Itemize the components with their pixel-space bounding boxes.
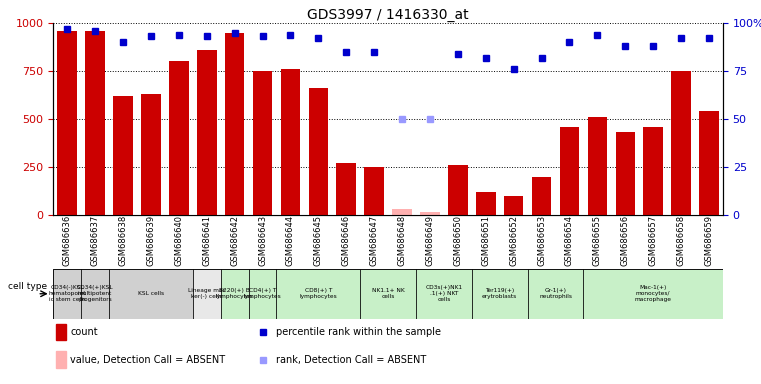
Text: CD34(+)KSL
multipotent
progenitors: CD34(+)KSL multipotent progenitors (77, 285, 113, 302)
Bar (643, 127, 663, 215)
Text: GSM686654: GSM686654 (565, 215, 574, 266)
Text: CD3s(+)NK1
.1(+) NKT
cells: CD3s(+)NK1 .1(+) NKT cells (425, 285, 463, 302)
FancyBboxPatch shape (81, 269, 109, 319)
Text: Mac-1(+)
monocytes/
macrophage: Mac-1(+) monocytes/ macrophage (635, 285, 672, 302)
Bar (309, 88, 328, 215)
Bar (56, 351, 65, 368)
FancyBboxPatch shape (416, 269, 472, 319)
Bar (58, 31, 77, 215)
Text: GSM686656: GSM686656 (621, 215, 630, 266)
Text: CD34(-)KSL
hematopoiet
ic stem cells: CD34(-)KSL hematopoiet ic stem cells (49, 285, 86, 302)
Text: GSM686655: GSM686655 (593, 215, 602, 266)
Text: GSM686658: GSM686658 (677, 215, 686, 266)
FancyBboxPatch shape (527, 269, 584, 319)
Bar (559, 127, 579, 215)
Text: NK1.1+ NK
cells: NK1.1+ NK cells (371, 288, 405, 299)
Text: CD4(+) T
lymphocytes: CD4(+) T lymphocytes (244, 288, 282, 299)
FancyBboxPatch shape (193, 269, 221, 319)
Bar (616, 132, 635, 215)
Text: GSM686646: GSM686646 (342, 215, 351, 266)
Bar (671, 71, 691, 215)
Text: GSM686645: GSM686645 (314, 215, 323, 266)
Bar (504, 196, 524, 215)
Bar (336, 163, 356, 215)
Bar (587, 117, 607, 215)
Bar (365, 167, 384, 215)
Text: GSM686648: GSM686648 (397, 215, 406, 266)
Text: GSM686638: GSM686638 (119, 215, 128, 266)
Text: GSM686651: GSM686651 (481, 215, 490, 266)
FancyBboxPatch shape (276, 269, 360, 319)
Text: Gr-1(+)
neutrophils: Gr-1(+) neutrophils (539, 288, 572, 299)
Text: GSM686641: GSM686641 (202, 215, 212, 266)
FancyBboxPatch shape (53, 269, 81, 319)
Text: Lineage mar
ker(-) cells: Lineage mar ker(-) cells (188, 288, 225, 299)
FancyBboxPatch shape (360, 269, 416, 319)
FancyBboxPatch shape (584, 269, 723, 319)
Text: GSM686653: GSM686653 (537, 215, 546, 266)
Text: GSM686659: GSM686659 (705, 215, 714, 266)
Bar (532, 177, 551, 215)
Text: GSM686647: GSM686647 (370, 215, 379, 266)
Text: cell type: cell type (8, 282, 47, 291)
FancyBboxPatch shape (221, 269, 249, 319)
Title: GDS3997 / 1416330_at: GDS3997 / 1416330_at (307, 8, 469, 22)
Text: percentile rank within the sample: percentile rank within the sample (276, 327, 441, 337)
Bar (141, 94, 161, 215)
Text: KSL cells: KSL cells (138, 291, 164, 296)
Text: GSM686640: GSM686640 (174, 215, 183, 266)
Bar (699, 111, 718, 215)
Bar (253, 71, 272, 215)
Text: count: count (70, 327, 97, 337)
Text: Ter119(+)
erytroblasts: Ter119(+) erytroblasts (482, 288, 517, 299)
Text: GSM686642: GSM686642 (230, 215, 239, 266)
Bar (85, 31, 105, 215)
Bar (197, 50, 216, 215)
Bar (225, 33, 244, 215)
Text: GSM686636: GSM686636 (62, 215, 72, 266)
Text: GSM686652: GSM686652 (509, 215, 518, 266)
Text: GSM686649: GSM686649 (425, 215, 435, 266)
Text: GSM686637: GSM686637 (91, 215, 100, 266)
Bar (448, 165, 467, 215)
Text: GSM686643: GSM686643 (258, 215, 267, 266)
Bar (281, 69, 300, 215)
Bar (393, 209, 412, 215)
Text: GSM686657: GSM686657 (648, 215, 658, 266)
Text: B220(+) B
lymphocytes: B220(+) B lymphocytes (216, 288, 253, 299)
Bar (56, 324, 65, 340)
Text: GSM686644: GSM686644 (286, 215, 295, 266)
FancyBboxPatch shape (249, 269, 276, 319)
Text: rank, Detection Call = ABSENT: rank, Detection Call = ABSENT (276, 354, 427, 364)
Text: GSM686650: GSM686650 (454, 215, 463, 266)
FancyBboxPatch shape (109, 269, 193, 319)
Bar (420, 212, 440, 215)
Text: GSM686639: GSM686639 (146, 215, 155, 266)
Text: value, Detection Call = ABSENT: value, Detection Call = ABSENT (70, 354, 225, 364)
Bar (169, 61, 189, 215)
Bar (476, 192, 495, 215)
FancyBboxPatch shape (472, 269, 527, 319)
Bar (113, 96, 132, 215)
Text: CD8(+) T
lymphocytes: CD8(+) T lymphocytes (300, 288, 337, 299)
